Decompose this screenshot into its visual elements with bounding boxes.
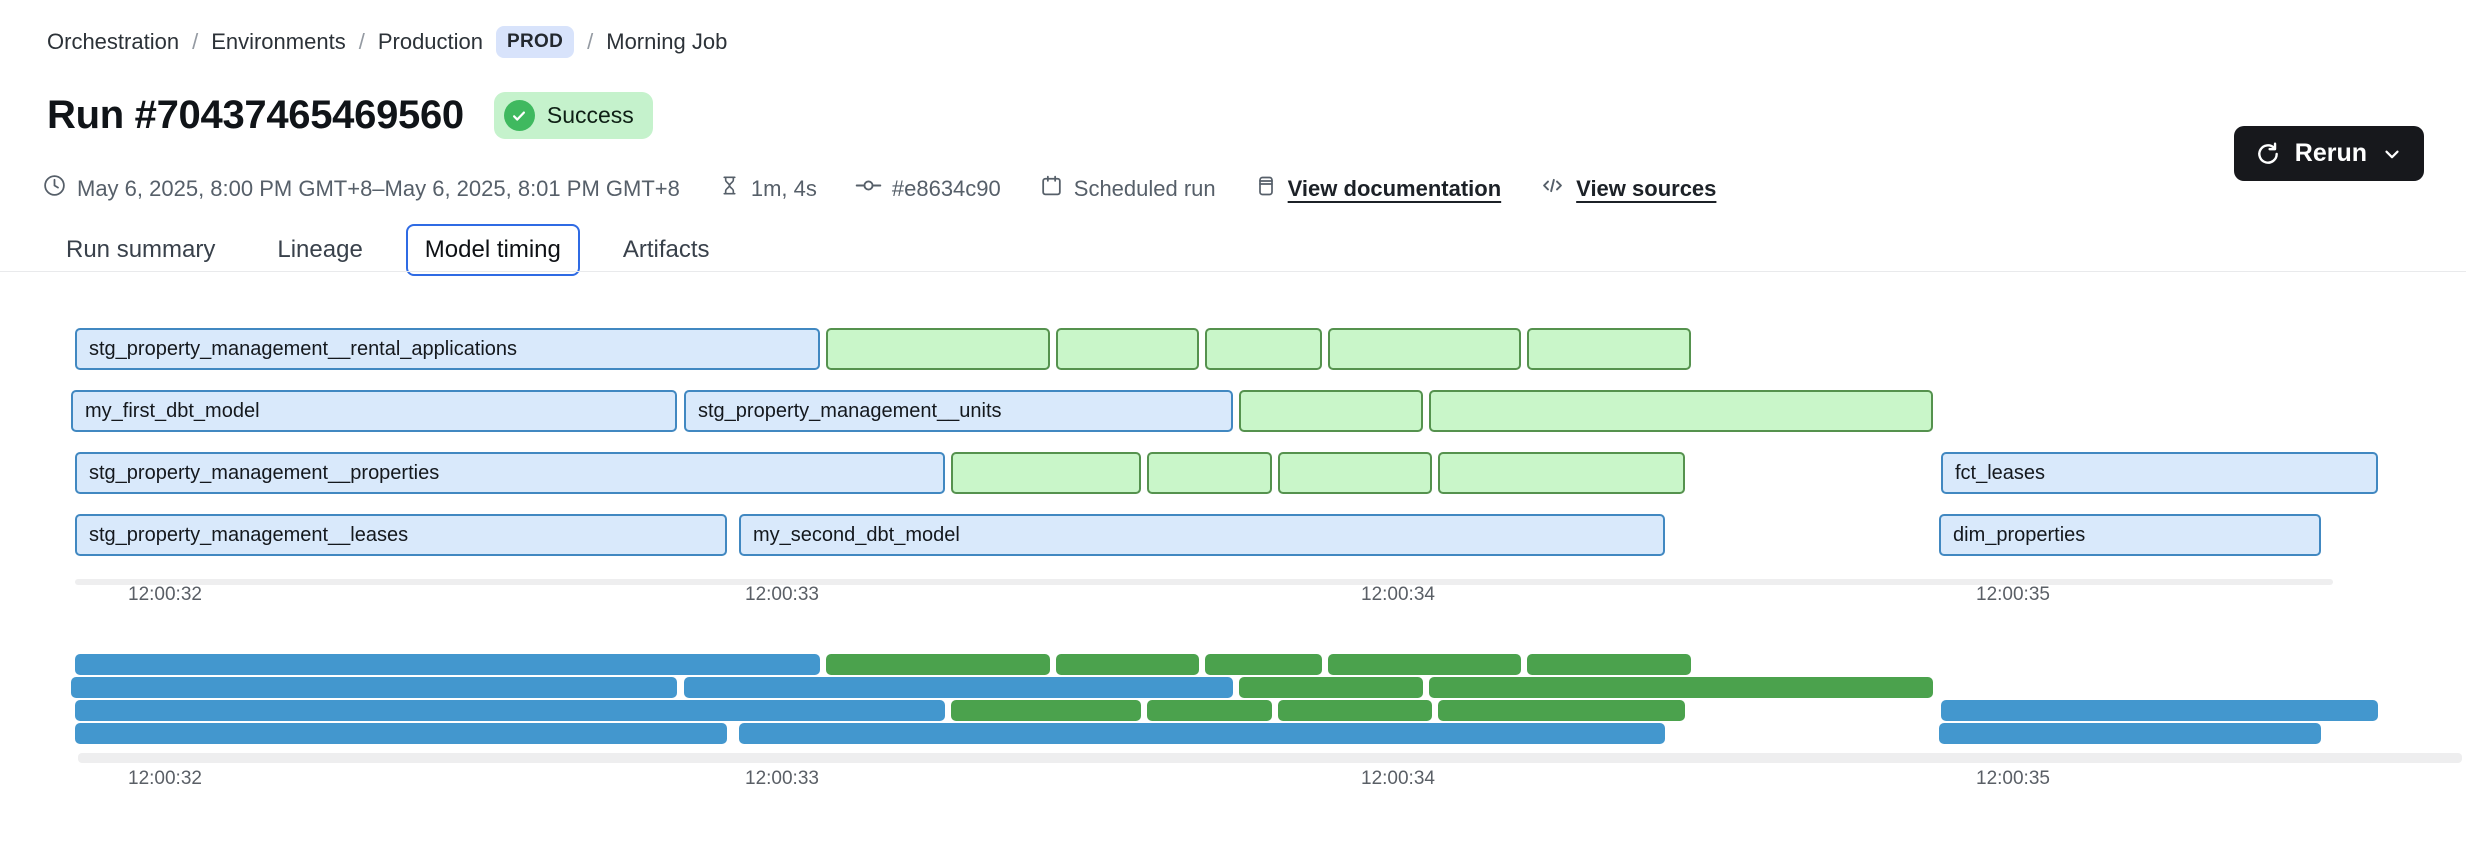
rerun-button[interactable]: Rerun (2233, 126, 2424, 181)
minimap-bar (1939, 723, 2321, 744)
timing-bar[interactable] (1056, 328, 1199, 370)
timing-bar[interactable] (1239, 390, 1423, 432)
breadcrumb-separator: / (587, 29, 594, 54)
axis-tick-label: 12:00:33 (745, 584, 819, 605)
axis-tick-label: 12:00:35 (1976, 768, 2050, 789)
tab-run-summary[interactable]: Run summary (66, 236, 216, 263)
commit-icon (855, 172, 882, 205)
timing-bar[interactable] (1328, 328, 1521, 370)
timing-bar[interactable] (1438, 452, 1685, 494)
axis-tick-label: 12:00:34 (1361, 584, 1435, 605)
duration-text: 1m, 4s (750, 175, 817, 201)
minimap-bar (1328, 654, 1521, 675)
clock-icon (42, 173, 67, 204)
breadcrumb-separator: / (358, 29, 365, 54)
timing-bar[interactable] (1205, 328, 1322, 370)
run-metadata: May 6, 2025, 8:00 PM GMT+8–May 6, 2025, … (42, 172, 1716, 205)
commit-text: #e8634c90 (891, 175, 1001, 201)
minimap-bar (75, 723, 727, 744)
minimap-bar (1205, 654, 1322, 675)
breadcrumb-separator: / (192, 29, 199, 54)
minimap-bar (739, 723, 1665, 744)
minimap-scrollbar[interactable] (78, 753, 2462, 763)
minimap-bar (951, 700, 1141, 721)
timing-bar[interactable]: my_first_dbt_model (71, 390, 677, 432)
breadcrumb-orchestration[interactable]: Orchestration (47, 29, 180, 54)
timing-bar[interactable]: fct_leases (1941, 452, 2378, 494)
view-sources-link[interactable]: View sources (1576, 175, 1717, 201)
tab-lineage[interactable]: Lineage (277, 236, 363, 263)
chart-scrollbar[interactable] (75, 579, 2333, 585)
minimap-bar (1147, 700, 1272, 721)
timing-bar[interactable] (826, 328, 1050, 370)
minimap-bar (1941, 700, 2378, 721)
timing-bar[interactable]: dim_properties (1939, 514, 2321, 556)
view-sources[interactable]: View sources (1539, 172, 1716, 205)
timing-bar[interactable]: stg_property_management__leases (75, 514, 727, 556)
view-documentation[interactable]: View documentation (1254, 174, 1502, 204)
minimap-bar (1438, 700, 1685, 721)
run-duration: 1m, 4s (718, 174, 817, 203)
minimap-bar (684, 677, 1233, 698)
minimap-bar (1056, 654, 1199, 675)
timing-bar[interactable]: stg_property_management__rental_applicat… (75, 328, 820, 370)
minimap-bar (1278, 700, 1432, 721)
page-title: Run #70437465469560 (47, 93, 464, 137)
tab-model-timing[interactable]: Model timing (405, 224, 580, 276)
hourglass-icon (718, 174, 741, 203)
check-icon (503, 100, 535, 131)
timing-bar[interactable]: my_second_dbt_model (739, 514, 1665, 556)
timing-bar[interactable]: stg_property_management__units (684, 390, 1233, 432)
refresh-icon (2255, 141, 2281, 167)
axis-tick-label: 12:00:32 (128, 768, 202, 789)
minimap-bar (1239, 677, 1423, 698)
view-documentation-link[interactable]: View documentation (1287, 175, 1502, 201)
header: Run #70437465469560 Success (47, 92, 653, 139)
timing-bar[interactable] (951, 452, 1141, 494)
code-icon (1539, 172, 1566, 205)
run-time-range: May 6, 2025, 8:00 PM GMT+8–May 6, 2025, … (42, 173, 680, 204)
timing-bar[interactable]: stg_property_management__properties (75, 452, 945, 494)
breadcrumb-environments[interactable]: Environments (211, 29, 346, 54)
status-label: Success (546, 102, 634, 128)
commit-hash: #e8634c90 (855, 172, 1001, 205)
status-badge: Success (493, 92, 653, 139)
breadcrumb-production[interactable]: Production (377, 29, 484, 54)
axis-tick-label: 12:00:35 (1976, 584, 2050, 605)
timing-bar[interactable] (1278, 452, 1432, 494)
calendar-icon (1039, 173, 1064, 204)
timing-bar[interactable] (1429, 390, 1933, 432)
tab-artifacts[interactable]: Artifacts (622, 236, 710, 263)
minimap-bar (1527, 654, 1691, 675)
breadcrumb-job[interactable]: Morning Job (606, 29, 728, 54)
timing-bar[interactable] (1147, 452, 1272, 494)
minimap-bar (75, 700, 945, 721)
tab-bar: Run summary Lineage Model timing Artifac… (47, 224, 729, 276)
rerun-label: Rerun (2294, 139, 2367, 167)
document-icon (1254, 174, 1278, 204)
timing-bar[interactable] (1527, 328, 1691, 370)
environment-badge: PROD (496, 26, 575, 58)
minimap-bar (75, 654, 820, 675)
run-trigger: Scheduled run (1039, 173, 1216, 204)
axis-tick-label: 12:00:33 (745, 768, 819, 789)
breadcrumb: Orchestration / Environments / Productio… (47, 26, 727, 58)
axis-tick-label: 12:00:32 (128, 584, 202, 605)
time-range-text: May 6, 2025, 8:00 PM GMT+8–May 6, 2025, … (77, 175, 680, 201)
trigger-text: Scheduled run (1073, 175, 1216, 201)
axis-tick-label: 12:00:34 (1361, 768, 1435, 789)
minimap-bar (1429, 677, 1933, 698)
tabs-divider (0, 271, 2466, 272)
minimap-bar (71, 677, 677, 698)
minimap-bar (826, 654, 1050, 675)
chevron-down-icon[interactable] (2381, 143, 2403, 165)
